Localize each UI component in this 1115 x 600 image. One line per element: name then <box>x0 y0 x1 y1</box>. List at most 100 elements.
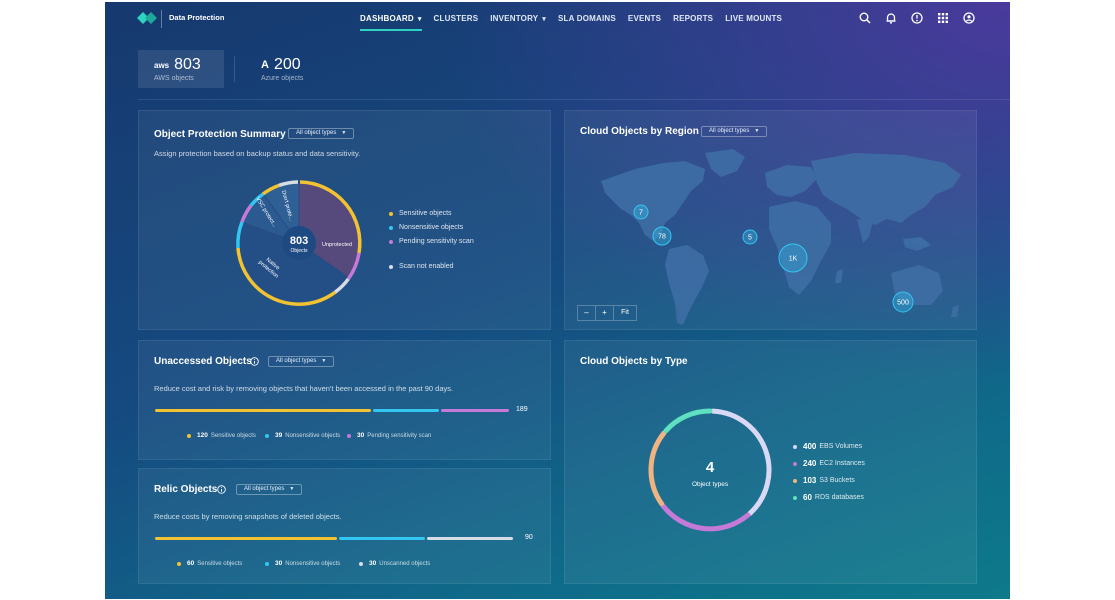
bubble-label: 1K <box>789 256 798 263</box>
azure-objects-stat[interactable]: A 200 Azure objects <box>245 50 335 88</box>
donut-segment-s3-buckets <box>648 430 667 507</box>
donut-segment-ebs-volumes <box>710 408 772 516</box>
fit-button[interactable]: Fit <box>621 309 629 316</box>
legend-dot <box>389 211 393 216</box>
donut-center-label: Object types <box>692 481 729 488</box>
card-title: Cloud Objects by Type <box>580 356 688 367</box>
bubble-north-america-west: 7 <box>633 204 649 220</box>
legend-pending-scan[interactable]: Pending sensitivity scan <box>389 238 474 245</box>
legend-dot <box>389 239 393 244</box>
card-title: Unaccessed Objects <box>154 356 252 367</box>
azure-objects-label: Azure objects <box>261 75 304 82</box>
legend-scan-not-enabled[interactable]: Scan not enabled <box>389 263 454 270</box>
cloud-region-card: Cloud Objects by Region All object types… <box>564 110 977 330</box>
cloud-type-donut-chart[interactable]: 4 Object types <box>645 405 775 535</box>
app-title: Data Protection <box>169 13 225 22</box>
card-description: Reduce cost and risk by removing objects… <box>154 384 454 393</box>
nav-events[interactable]: EVENTS <box>627 14 662 23</box>
legend-sensitive-objects[interactable]: Sensitive objects <box>389 210 452 217</box>
info-icon[interactable] <box>217 485 226 494</box>
bubble-label: 7 <box>639 210 643 217</box>
logo-divider <box>161 10 162 28</box>
bar-unscanned-objects[interactable] <box>427 537 513 540</box>
legend-pending-scan[interactable]: 30 Pending sensitivity scan <box>347 432 431 439</box>
object-type-dropdown[interactable]: All object types ▼ <box>236 484 303 495</box>
protection-pie-chart[interactable]: 803 Objects Unprotected Nativeprotection… <box>231 175 367 311</box>
relic-objects-card: Relic Objects All object types ▼ Reduce c… <box>138 468 551 584</box>
aws-objects-count: 803 <box>174 56 201 73</box>
object-type-dropdown[interactable]: All object types ▼ <box>268 356 335 367</box>
nav-live-mounts[interactable]: LIVE MOUNTS <box>725 14 783 23</box>
nav-clusters[interactable]: CLUSTERS <box>433 14 479 23</box>
help-icon[interactable] <box>910 11 924 25</box>
dashboard-app: Data Protection DASHBOARD ▾ CLUSTERS INVE… <box>105 2 1010 599</box>
aws-objects-stat[interactable]: aws 803 AWS objects <box>138 50 224 88</box>
donut-segment-rds-databases <box>663 408 713 434</box>
logo-icon[interactable] <box>137 11 157 25</box>
stat-divider <box>234 56 235 82</box>
nav-sla-domains[interactable]: SLA DOMAINS <box>558 14 616 23</box>
bar-total: 90 <box>525 534 533 541</box>
legend-dot <box>793 444 797 449</box>
nav-dashboard[interactable]: DASHBOARD ▾ <box>354 2 428 36</box>
unaccessed-objects-card: Unaccessed Objects All object types ▼ Red… <box>138 340 551 460</box>
user-icon[interactable] <box>962 11 976 25</box>
legend-nonsensitive-objects[interactable]: 39 Nonsensitive objects <box>265 432 340 439</box>
card-title: Cloud Objects by Region <box>580 126 699 137</box>
legend-dot <box>187 433 191 438</box>
pie-center-label: Objects <box>291 248 308 254</box>
card-description: Reduce costs by removing snapshots of de… <box>154 512 342 521</box>
object-type-dropdown[interactable]: All object types ▼ <box>701 126 768 137</box>
legend-nonsensitive-objects[interactable]: Nonsensitive objects <box>389 224 463 231</box>
card-title: Object Protection Summary <box>154 129 286 140</box>
info-icon[interactable] <box>250 357 259 366</box>
legend-dot <box>389 264 393 269</box>
bubble-label: 78 <box>658 234 666 241</box>
bar-pending-scan[interactable] <box>441 409 509 412</box>
legend-dot <box>177 561 181 566</box>
object-type-dropdown[interactable]: All object types ▼ <box>288 128 355 139</box>
legend-nonsensitive-objects[interactable]: 30 Nonsensitive objects <box>265 560 340 567</box>
legend-ebs-volumes[interactable]: 400 EBS Volumes <box>793 442 862 451</box>
legend-s3-buckets[interactable]: 103 S3 Buckets <box>793 476 855 485</box>
legend-dot <box>347 433 351 438</box>
bar-sensitive-objects[interactable] <box>155 409 371 412</box>
bar-nonsensitive-objects[interactable] <box>373 409 439 412</box>
legend-dot <box>359 561 363 566</box>
bell-icon[interactable] <box>884 11 898 25</box>
legend-dot <box>793 478 797 483</box>
bar-sensitive-objects[interactable] <box>155 537 337 540</box>
world-map[interactable]: 7 78 5 1K 500 <box>565 111 977 330</box>
zoom-in-button[interactable]: + <box>596 306 614 320</box>
aws-icon: aws <box>154 60 170 70</box>
bubble-label: 500 <box>897 300 909 307</box>
legend-ec2-instances[interactable]: 240 EC2 Instances <box>793 459 865 468</box>
object-protection-card: Object Protection Summary All object typ… <box>138 110 551 330</box>
azure-objects-count: 200 <box>273 56 301 73</box>
bubble-europe: 5 <box>742 229 758 245</box>
legend-rds-databases[interactable]: 60 RDS databases <box>793 493 864 502</box>
bubble-africa: 1K <box>778 243 808 273</box>
chevron-down-icon: ▼ <box>321 358 327 364</box>
aws-objects-label: AWS objects <box>154 75 194 82</box>
donut-segment-ec2-instances <box>660 503 751 532</box>
top-icons <box>858 11 976 25</box>
chevron-down-icon: ▼ <box>289 486 295 492</box>
legend-sensitive-objects[interactable]: 120 Sensitive objects <box>187 432 256 439</box>
pie-center-value: 803 <box>290 235 308 247</box>
legend-unscanned-objects[interactable]: 30 Unscanned objects <box>359 560 430 567</box>
nav-inventory[interactable]: INVENTORY ▾ <box>490 14 546 23</box>
bar-total: 189 <box>516 406 528 413</box>
donut-center-value: 4 <box>706 459 715 476</box>
bubble-label: 5 <box>748 235 752 242</box>
legend-sensitive-objects[interactable]: 60 Sensitive objects <box>177 560 242 567</box>
apps-grid-icon[interactable] <box>936 11 950 25</box>
zoom-out-button[interactable]: – <box>578 306 596 320</box>
card-description: Assign protection based on backup status… <box>154 149 361 158</box>
search-icon[interactable] <box>858 11 872 25</box>
card-title: Relic Objects <box>154 484 218 495</box>
nav-reports[interactable]: REPORTS <box>673 14 714 23</box>
legend-dot <box>793 495 797 500</box>
section-divider <box>138 99 1010 100</box>
bar-nonsensitive-objects[interactable] <box>339 537 425 540</box>
